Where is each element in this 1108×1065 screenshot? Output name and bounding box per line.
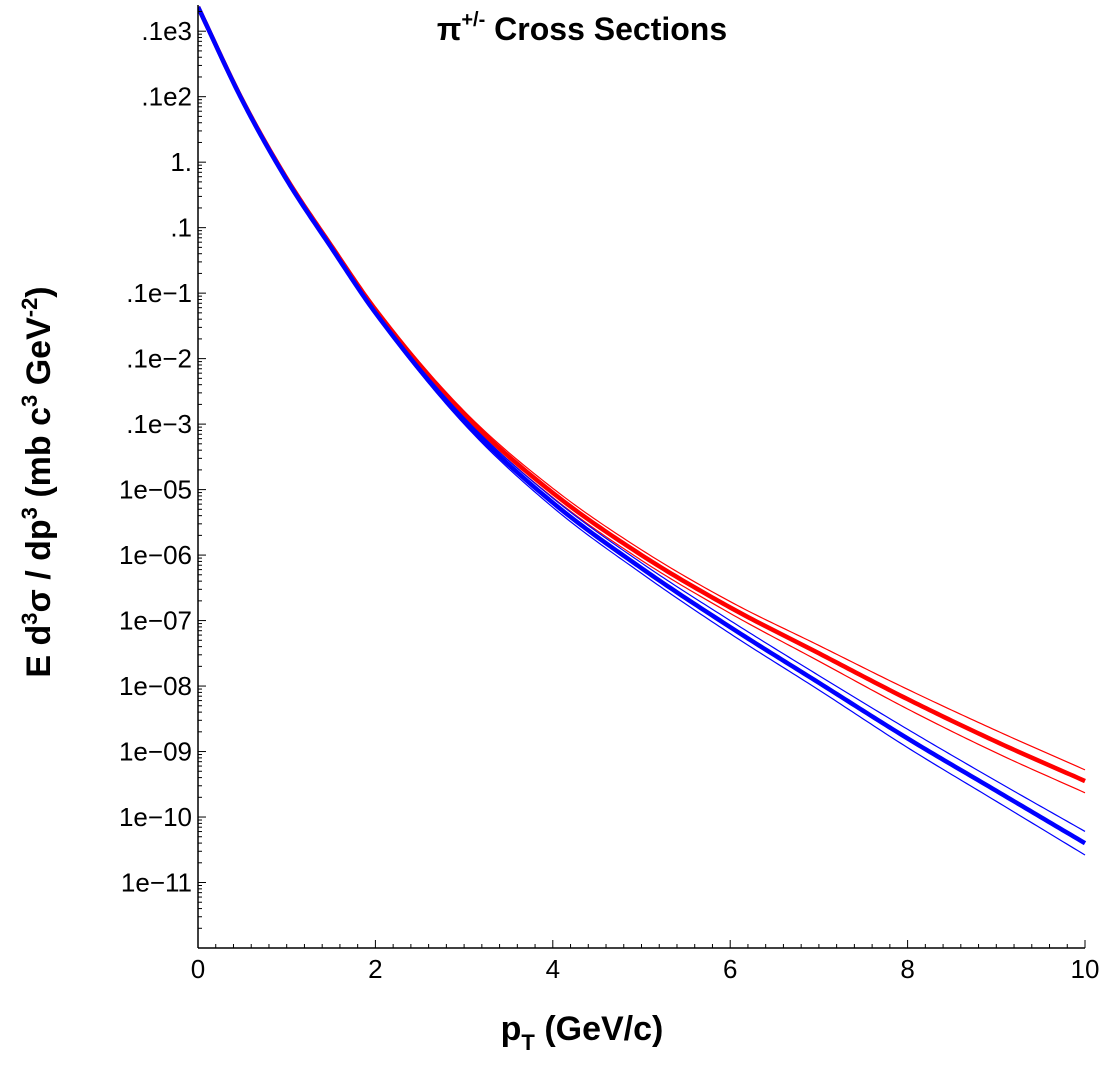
series-line-1 (198, 6, 1086, 771)
y-tick-label: 1e−08 (119, 671, 192, 701)
x-tick-label: 2 (368, 954, 382, 984)
x-tick-label: 10 (1071, 954, 1100, 984)
y-axis-title-text: (mb c (20, 407, 58, 507)
series-line-0 (198, 5, 1086, 784)
y-tick-label: .1e−3 (126, 409, 192, 439)
x-tick-label: 6 (723, 954, 737, 984)
series-line-4 (198, 6, 1086, 832)
y-tick-label: 1e−07 (119, 606, 192, 636)
y-axis-title-superscript: 3 (17, 395, 42, 407)
y-tick-label: 1e−05 (119, 475, 192, 505)
x-tick-label: 8 (900, 954, 914, 984)
series-layer (198, 5, 1087, 856)
series-line-3 (198, 5, 1087, 846)
y-tick-label: .1e−2 (126, 344, 192, 374)
y-tick-label: 1e−09 (119, 737, 192, 767)
y-tick-label: .1 (170, 213, 192, 243)
y-axis-title-text: GeV (20, 317, 58, 395)
y-tick-label: .1e2 (141, 82, 192, 112)
x-axis-title: pT (GeV/c) (501, 1010, 664, 1055)
y-tick-label: 1e−11 (121, 868, 192, 898)
y-tick-label: 1e−10 (119, 802, 192, 832)
x-axis-title-rest: (GeV/c) (535, 1010, 663, 1048)
x-tick-label: 4 (546, 954, 560, 984)
y-tick-label: .1e−1 (126, 278, 192, 308)
x-axis-title-subscript: T (521, 1030, 535, 1055)
title-text: Cross Sections (485, 11, 727, 47)
y-axis-title-text: ) (20, 286, 58, 297)
axes-layer: 0 2 4 6 8 10 .1e3 .1e2 1. .1 .1e−1 .1e−2 .1e−3 1e−05 1… (119, 5, 1099, 984)
y-axis-title: E d3σ / dp3 (mb c3 GeV-2) (17, 286, 58, 677)
series-line-5 (198, 6, 1086, 856)
y-tick-label: 1. (170, 147, 192, 177)
y-axis-title-superscript: 3 (17, 507, 42, 519)
y-axis-title-text: σ / dp (20, 519, 58, 612)
title-symbol: π (437, 11, 462, 47)
x-axis-title-main: p (501, 1010, 522, 1048)
chart-title: π+/- Cross Sections (437, 9, 727, 47)
title-superscript: +/- (461, 9, 485, 31)
y-axis-title-superscript: 3 (17, 612, 42, 624)
y-axis-title-text: E d (20, 625, 58, 678)
y-axis-title-superscript: -2 (17, 298, 42, 318)
series-line-2 (198, 6, 1086, 794)
y-tick-label: .1e3 (141, 16, 192, 46)
x-tick-label: 0 (191, 954, 205, 984)
y-tick-label: 1e−06 (119, 540, 192, 570)
